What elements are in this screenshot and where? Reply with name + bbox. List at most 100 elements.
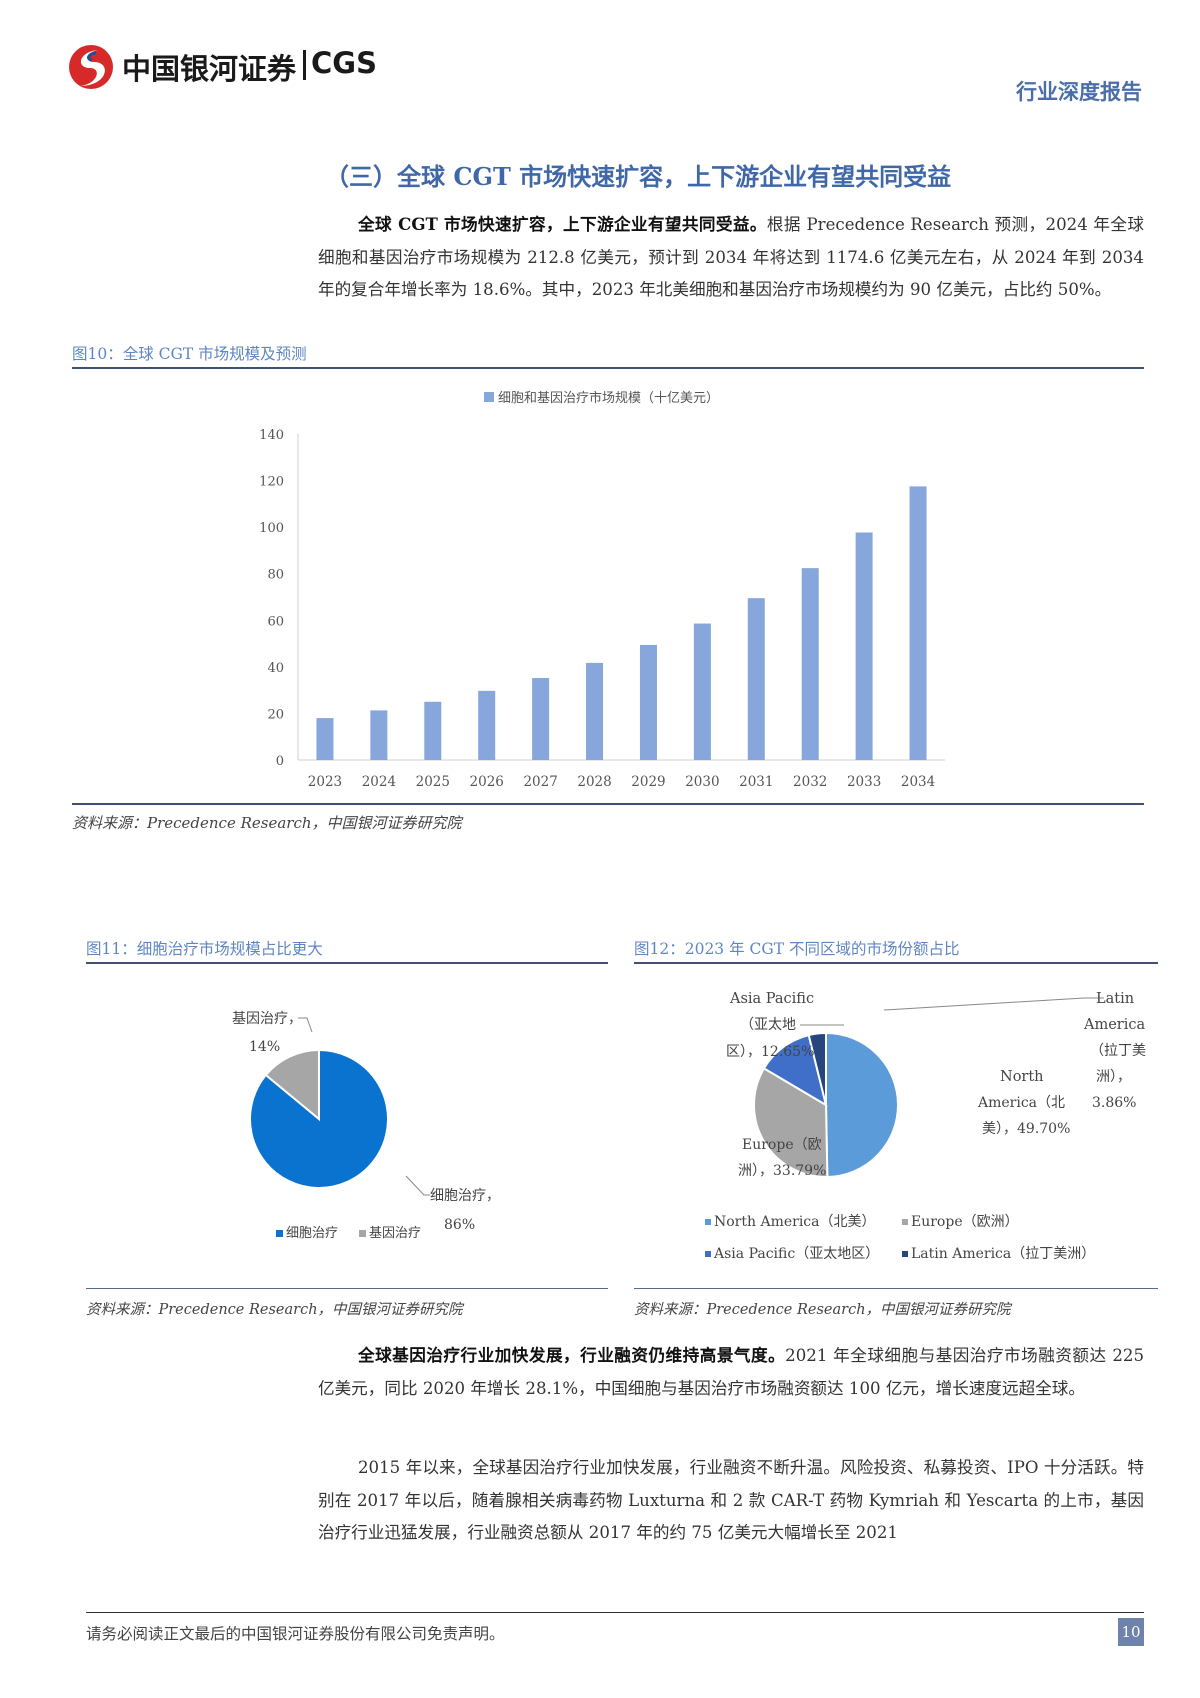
bar-2030: [693, 623, 711, 760]
footer-disclaimer: 请务必阅读正文最后的中国银河证券股份有限公司免责声明。: [86, 1625, 505, 1643]
pie1-legend-cell: 细胞治疗: [286, 1226, 338, 1241]
pie2-slice-0: [825, 1031, 899, 1179]
y-tick-label: 0: [276, 754, 284, 769]
bar-legend-swatch: [484, 392, 494, 402]
fig10-top-rule: [72, 367, 1144, 369]
pie2-legend-ap: Asia Pacific（亚太地区）: [713, 1246, 879, 1262]
bar-2027: [532, 678, 550, 760]
x-tick-label: 2025: [416, 774, 450, 790]
eu-label-line1: Europe（欧: [742, 1137, 822, 1153]
fig11-bottom-rule: [86, 1288, 608, 1289]
pie1-legend-gene: 基因治疗: [369, 1226, 421, 1241]
eu-label-line2: 洲），33.79%: [738, 1163, 826, 1179]
y-tick-label: 140: [259, 428, 284, 443]
bar-2029: [639, 644, 657, 760]
y-tick-label: 120: [259, 475, 284, 490]
pie2-legend-la: Latin America（拉丁美洲）: [911, 1246, 1095, 1262]
cgs-logo-icon: [69, 45, 113, 89]
page-number: 10: [1118, 1618, 1144, 1646]
x-tick-label: 2026: [470, 774, 504, 790]
la-label-line2: America: [1083, 1017, 1145, 1033]
region-pie-chart: Asia Pacific （亚太地 区），12.65% Latin Americ…: [705, 991, 1146, 1262]
bar-legend-label: 细胞和基因治疗市场规模（十亿美元）: [498, 390, 719, 406]
paragraph-1-body: 根据 Precedence Research 预测，2024 年全球细胞和基因治…: [318, 215, 1144, 299]
bar-2024: [370, 710, 388, 760]
fig12-source: 资料来源：Precedence Research，中国银河证券研究院: [634, 1302, 1011, 1318]
fig10-caption: 图10：全球 CGT 市场规模及预测: [72, 345, 307, 363]
gene-therapy-label: 基因治疗，: [232, 1010, 302, 1027]
bar-2023: [316, 718, 334, 760]
y-tick-label: 60: [267, 614, 284, 629]
bar-2033: [855, 532, 873, 760]
fig11-source: 资料来源：Precedence Research，中国银河证券研究院: [86, 1302, 463, 1318]
cell-therapy-pct: 86%: [444, 1217, 475, 1233]
paragraph-2-lead: 全球基因治疗行业加快发展，行业融资仍维持高景气度。: [358, 1345, 786, 1365]
logo-separator: [303, 50, 306, 80]
pie1-legend-swatch-cell: [276, 1230, 283, 1237]
gene-therapy-leader: [298, 1017, 313, 1033]
la-label-line1: Latin: [1096, 991, 1134, 1007]
x-tick-label: 2032: [793, 774, 827, 790]
x-tick-label: 2023: [308, 774, 342, 790]
fig10-source: 资料来源：Precedence Research，中国银河证券研究院: [72, 814, 462, 832]
y-tick-label: 20: [267, 707, 284, 722]
pie2-slice-2: [762, 1033, 828, 1108]
x-tick-label: 2027: [523, 774, 557, 790]
footer-rule: [86, 1612, 1144, 1613]
la-label-line4: 洲），: [1096, 1069, 1131, 1085]
la-label-line3: （拉丁美: [1090, 1043, 1146, 1059]
bar-2031: [747, 598, 765, 760]
na-label-line3: 美），49.70%: [982, 1121, 1070, 1137]
section-title: （三）全球 CGT 市场快速扩容，上下游企业有望共同受益: [325, 162, 952, 191]
fig12-top-rule: [634, 962, 1158, 964]
pie1-legend-swatch-gene: [359, 1230, 366, 1237]
paragraph-1-lead: 全球 CGT 市场快速扩容，上下游企业有望共同受益。: [358, 214, 767, 234]
bar-2028: [586, 662, 604, 760]
bar-2025: [424, 701, 442, 760]
na-label-line2: America（北: [977, 1095, 1065, 1111]
pie1-slice-1: [264, 1048, 320, 1122]
ap-label-line1: Asia Pacific: [729, 991, 814, 1007]
la-label-line5: 3.86%: [1092, 1095, 1136, 1111]
paragraph-2: 全球基因治疗行业加快发展，行业融资仍维持高景气度。2021 年全球细胞与基因治疗…: [318, 1339, 1144, 1405]
x-tick-label: 2033: [847, 774, 881, 790]
fig11-top-rule: [86, 962, 608, 964]
na-label-line1: North: [1000, 1069, 1044, 1085]
y-tick-label: 100: [259, 521, 284, 536]
gene-therapy-pct: 14%: [249, 1039, 280, 1055]
la-leader: [883, 997, 1104, 1011]
x-tick-label: 2030: [685, 774, 719, 790]
fig12-caption: 图12：2023 年 CGT 不同区域的市场份额占比: [634, 940, 960, 958]
x-tick-label: 2029: [631, 774, 665, 790]
report-type: 行业深度报告: [1016, 79, 1142, 104]
x-tick-label: 2034: [901, 774, 935, 790]
y-tick-label: 40: [267, 661, 284, 676]
bar-2034: [909, 486, 927, 760]
pie2-legend-swatch-eu: [902, 1219, 908, 1225]
cell-therapy-leader: [405, 1175, 430, 1196]
bar-2026: [478, 690, 496, 760]
pie2-legend-swatch-la: [902, 1251, 908, 1257]
ap-label-line2: （亚太地: [740, 1017, 796, 1033]
fig10-bottom-rule: [72, 803, 1144, 805]
paragraph-2-body: 2021 年全球细胞与基因治疗市场融资额达 225 亿美元，同比 2020 年增…: [318, 1346, 1144, 1398]
pie2-legend-swatch-ap: [705, 1251, 711, 1257]
paragraph-3: 2015 年以来，全球基因治疗行业加快发展，行业融资不断升温。风险投资、私募投资…: [318, 1452, 1144, 1550]
cell-gene-pie-chart: 基因治疗， 14% 细胞治疗， 86% 细胞治疗 基因治疗: [232, 1010, 500, 1241]
cell-therapy-label: 细胞治疗，: [430, 1188, 500, 1204]
bar-2032: [801, 568, 819, 760]
logo-text: 中国银河证券: [122, 52, 297, 86]
x-tick-label: 2024: [362, 774, 396, 790]
fig12-bottom-rule: [634, 1288, 1158, 1289]
x-tick-label: 2028: [577, 774, 611, 790]
fig11-caption: 图11：细胞治疗市场规模占比更大: [86, 940, 323, 958]
pie2-slice-3: [807, 1031, 827, 1106]
pie1-slice-0: [249, 1048, 389, 1189]
pie2-legend-eu: Europe（欧洲）: [911, 1214, 1019, 1230]
logo-en: CGS: [311, 46, 377, 80]
pie2-legend-na: North America（北美）: [714, 1214, 876, 1230]
pie2-legend-swatch-na: [705, 1219, 711, 1225]
paragraph-3-body: 2015 年以来，全球基因治疗行业加快发展，行业融资不断升温。风险投资、私募投资…: [318, 1458, 1144, 1542]
paragraph-1: 全球 CGT 市场快速扩容，上下游企业有望共同受益。根据 Precedence …: [318, 208, 1144, 307]
x-tick-label: 2031: [739, 774, 773, 790]
